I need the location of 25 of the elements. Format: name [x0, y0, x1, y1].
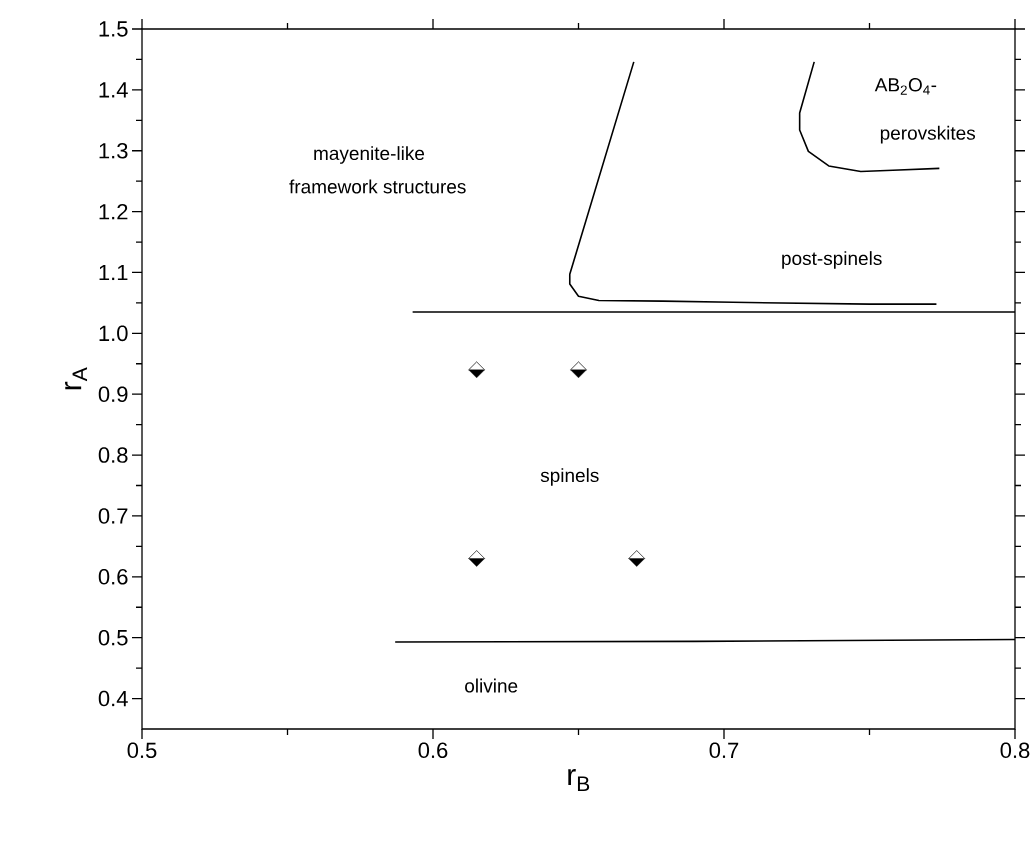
y-tick-label: 1.2 — [99, 203, 128, 220]
y-tick-label: 1.0 — [99, 325, 128, 342]
annotation: AB$_{2}$O$_{4}$- — [874, 78, 937, 95]
annotation: perovskites — [880, 125, 976, 144]
annotation: olivine — [465, 678, 518, 693]
y-tick-label: 0.5 — [98, 629, 128, 646]
y-tick-label: 0.7 — [98, 508, 128, 524]
x-tick-label: 0.5 — [127, 742, 157, 759]
y-tick-label: 0.9 — [98, 386, 128, 402]
y-tick-label: 1.1 — [99, 264, 128, 281]
x-axis-title: r$_{B}$ — [568, 768, 590, 791]
y-tick-label: 0.6 — [98, 569, 128, 585]
y-tick-label: 0.4 — [98, 690, 128, 707]
x-tick-label: 0.7 — [709, 742, 739, 759]
y-tick-label: 0.8 — [98, 447, 128, 463]
y-tick-label: 1.5 — [99, 21, 128, 37]
annotation: spinels — [540, 468, 599, 486]
y-tick-label: 1.4 — [99, 82, 128, 98]
annotation: post-spinels — [782, 251, 882, 269]
annotation: framework structures — [289, 179, 466, 194]
x-tick-label: 0.6 — [418, 742, 448, 759]
annotation: mayenite-like — [314, 146, 425, 164]
y-axis-title: r$_{A}$ — [65, 367, 88, 390]
x-tick-label: 0.8 — [1000, 742, 1030, 759]
y-tick-label: 1.3 — [99, 142, 128, 159]
